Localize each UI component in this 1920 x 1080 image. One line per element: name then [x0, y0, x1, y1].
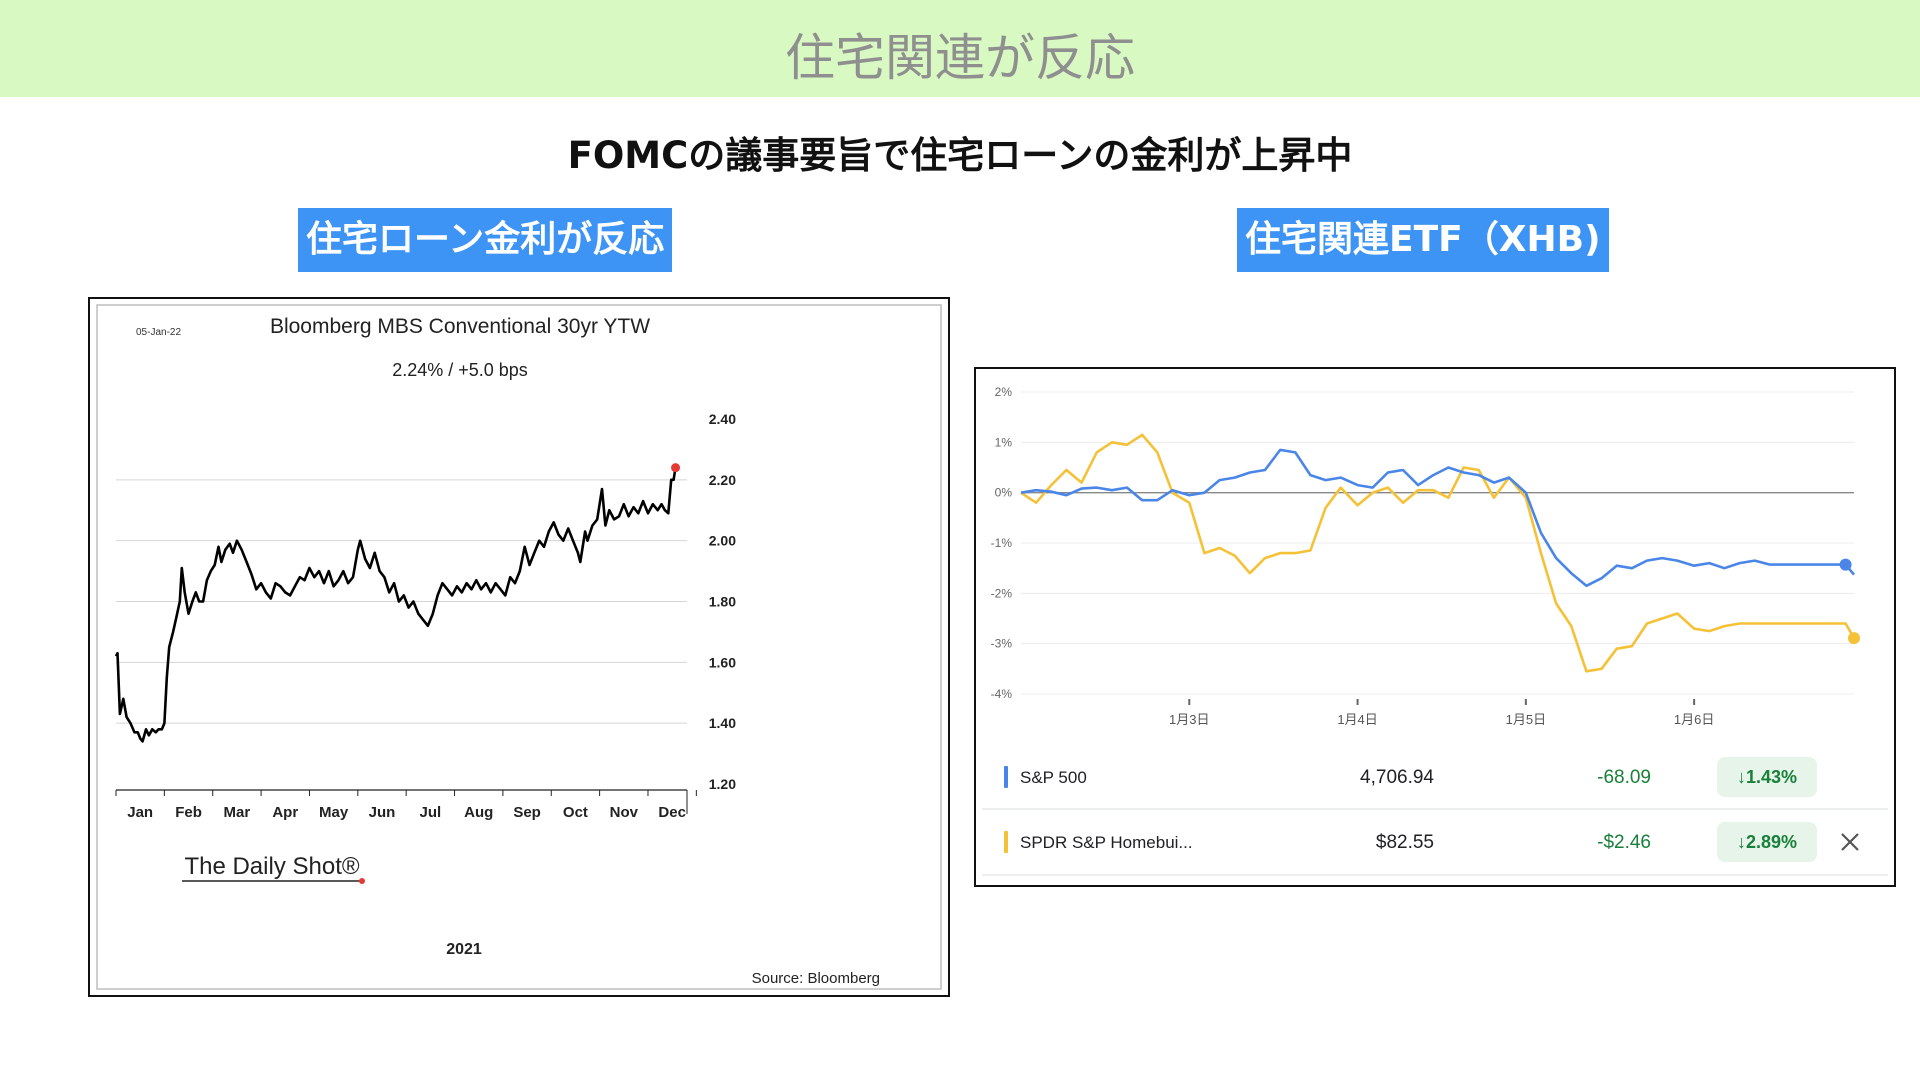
comparison-row[interactable]: S&P 500 4,706.94 -68.09 ↓1.43% [1004, 757, 1817, 797]
logo-red-dot [359, 878, 365, 884]
y-tick-label: 2% [995, 385, 1013, 399]
y-tick-label: 2.40 [709, 411, 736, 427]
y-axis: 2% 1% 0% -1% -2% -3% -4% [991, 385, 1013, 701]
y-tick-label: 0% [995, 486, 1013, 500]
y-tick-label: 2.20 [709, 472, 736, 488]
percent-badge [1717, 757, 1817, 797]
left-section-label: 住宅ローン金利が反応 [298, 208, 673, 272]
etf-chart: 2% 1% 0% -1% -2% -3% -4% 1月3日 1月4日 1月5日 1月6日 S&P … [982, 385, 1888, 876]
x-axis-year-label: 2021 [446, 941, 482, 958]
series-price: 4,706.94 [1360, 767, 1434, 788]
x-tick-label: 1月6日 [1674, 712, 1714, 727]
xhb-end-dot [1848, 632, 1860, 645]
y-tick-label: 2.00 [709, 533, 736, 549]
comparison-table: S&P 500 4,706.94 -68.09 ↓1.43% SPDR S&P Home… [982, 757, 1888, 876]
chart-subtitle: 2.24% / +5.0 bps [392, 360, 528, 380]
series-price: $82.55 [1376, 832, 1434, 853]
series-color-marker [1004, 766, 1008, 788]
y-tick-label: 1.80 [709, 594, 736, 610]
x-tick-label: Jun [369, 804, 396, 821]
right-section-label: 住宅関連ETF（XHB) [1237, 208, 1609, 272]
x-tick-label: Dec [658, 804, 686, 821]
sp500-line [1020, 448, 1855, 588]
x-tick-label: Nov [610, 804, 639, 821]
x-tick-label: 1月5日 [1506, 712, 1546, 727]
y-tick-label: 1% [995, 435, 1013, 449]
x-axis: Jan Feb Mar Apr May Jun Jul Aug Sep Oct Nov Dec [115, 789, 697, 821]
mbs-yield-line [114, 467, 677, 743]
source-label: Source: Bloomberg [752, 970, 880, 987]
x-tick-label: May [319, 804, 349, 821]
x-tick-label: Sep [513, 804, 541, 821]
gridlines [116, 479, 687, 724]
sp500-end-dot [1839, 558, 1852, 571]
mbs-chart: 05-Jan-22 Bloomberg MBS Conventional 30y… [96, 304, 942, 990]
chart-title: Bloomberg MBS Conventional 30yr YTW [270, 315, 650, 338]
x-tick-label: Aug [464, 804, 493, 821]
series-percent-change: ↓1.43% [1737, 767, 1797, 787]
title-band: 住宅関連が反応 [0, 0, 1920, 97]
y-tick-label: -2% [991, 586, 1013, 600]
y-axis: 2.40 2.20 2.00 1.80 1.60 1.40 1.20 [709, 411, 736, 792]
series-change: -68.09 [1597, 767, 1651, 788]
comparison-row[interactable]: SPDR S&P Homebui... $82.55 -$2.46 ↓2.89% [1004, 822, 1859, 862]
etf-chart-panel: 2% 1% 0% -1% -2% -3% -4% 1月3日 1月4日 1月5日 1月6日 S&P … [974, 367, 1896, 887]
y-tick-label: 1.20 [709, 776, 736, 792]
xhb-line [1020, 433, 1856, 673]
chart-date-label: 05-Jan-22 [136, 327, 181, 338]
x-tick-label: Oct [563, 804, 588, 821]
y-tick-label: -3% [991, 637, 1013, 651]
daily-shot-logo: The Daily Shot® [184, 853, 359, 880]
x-axis: 1月3日 1月4日 1月5日 1月6日 [1169, 699, 1714, 727]
y-tick-label: -1% [991, 536, 1013, 550]
x-tick-label: Jan [127, 804, 153, 821]
y-tick-label: 1.40 [709, 715, 736, 731]
series-name: S&P 500 [1020, 768, 1087, 787]
x-tick-label: Mar [224, 804, 251, 821]
remove-comparison-icon[interactable] [1841, 833, 1859, 851]
x-tick-label: Feb [175, 804, 202, 821]
y-tick-label: -4% [991, 687, 1013, 701]
latest-value-dot [671, 463, 681, 473]
gridlines [1021, 391, 1854, 695]
x-tick-label: 1月3日 [1169, 712, 1209, 727]
x-tick-label: Apr [272, 804, 298, 821]
mbs-chart-panel: 05-Jan-22 Bloomberg MBS Conventional 30y… [88, 297, 950, 997]
slide-title: 住宅関連が反応 [785, 29, 1135, 87]
close-icon-stroke [1841, 833, 1859, 851]
series-change: -$2.46 [1597, 832, 1651, 853]
x-tick-label: 1月4日 [1337, 712, 1377, 727]
series-percent-change: ↓2.89% [1737, 832, 1797, 852]
y-tick-label: 1.60 [709, 654, 736, 670]
slide-subtitle: FOMCの議事要旨で住宅ローンの金利が上昇中 [567, 134, 1353, 177]
percent-badge [1717, 822, 1817, 862]
x-tick-label: Jul [420, 804, 442, 821]
series-color-marker [1004, 831, 1008, 853]
series-name: SPDR S&P Homebui... [1020, 833, 1193, 852]
